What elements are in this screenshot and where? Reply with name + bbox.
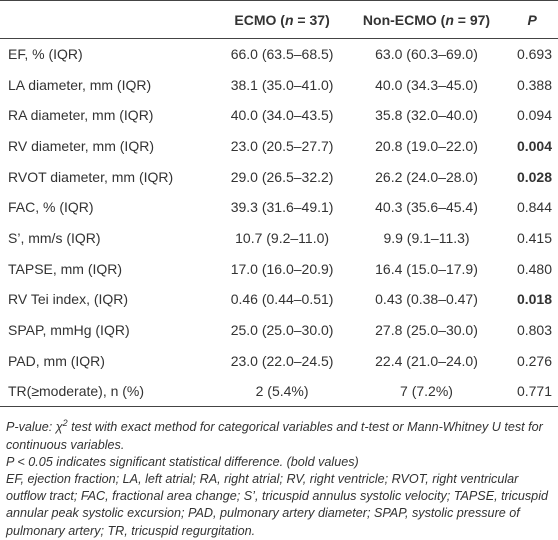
table-cell: LA diameter, mm (IQR)	[8, 76, 152, 93]
table-row: TAPSE, mm (IQR) 17.0 (16.0–20.9) 16.4 (15.…	[0, 253, 558, 284]
header-text: P	[527, 11, 537, 28]
table-cell: 23.0 (22.0–24.5)	[230, 352, 334, 369]
table-cell: 35.8 (32.0–40.0)	[375, 107, 478, 124]
table-cell: 25.0 (25.0–30.0)	[230, 322, 334, 339]
table-cell: 0.803	[516, 322, 552, 339]
pvalue-note: P-value: χ2 test with exact method for c…	[6, 415, 552, 454]
note-text: P-value: χ	[6, 420, 63, 435]
table-row: FAC, % (IQR) 39.3 (31.6–49.1) 40.3 (35.6–4…	[0, 192, 558, 223]
table-cell: 7 (7.2%)	[400, 383, 453, 400]
table-row: RV Tei index, (IQR) 0.46 (0.44–0.51) 0.43 …	[0, 284, 558, 315]
table-cell: 17.0 (16.0–20.9)	[230, 260, 334, 277]
header-cell: ECMO (n = 37)	[218, 1, 347, 39]
header-text: Non-ECMO (	[362, 11, 446, 28]
table-cell: 0.094	[516, 107, 552, 124]
header-text: n	[284, 11, 294, 28]
table-row: TR(≥moderate), n (%) 2 (5.4%) 7 (7.2%) 0.77…	[0, 376, 558, 407]
table-row: RVOT diameter, mm (IQR) 29.0 (26.5–32.2) 2…	[0, 161, 558, 192]
header-row: ECMO (n = 37) Non-ECMO (n = 97) P	[0, 0, 558, 39]
table-cell: EF, % (IQR)	[8, 46, 83, 63]
table-row: LA diameter, mm (IQR) 38.1 (35.0–41.0) 40.…	[0, 69, 558, 100]
footnotes: P-value: χ2 test with exact method for c…	[0, 407, 558, 540]
table-cell: 0.388	[516, 76, 552, 93]
table-cell: TR(≥moderate), n (%)	[8, 383, 145, 400]
table-cell: PAD, mm (IQR)	[8, 352, 105, 369]
table-cell: 0.46 (0.44–0.51)	[230, 291, 334, 308]
data-table: ECMO (n = 37) Non-ECMO (n = 97) P EF, % (I…	[0, 0, 558, 407]
table-row: S’, mm/s (IQR) 10.7 (9.2–11.0) 9.9 (9.1–11…	[0, 223, 558, 254]
header-text: ECMO (	[234, 11, 285, 28]
table-cell: 20.8 (19.0–22.0)	[375, 137, 478, 154]
abbreviations-note: EF, ejection fraction; LA, left atrial; …	[6, 472, 548, 538]
table-cell: RA diameter, mm (IQR)	[8, 107, 154, 124]
table-cell: 0.004	[516, 137, 552, 154]
table-cell: 0.415	[516, 229, 552, 246]
table-row: EF, % (IQR) 66.0 (63.5–68.5) 63.0 (60.3–69…	[0, 39, 558, 70]
header-text: n	[445, 11, 454, 28]
table-cell: FAC, % (IQR)	[8, 199, 94, 216]
table-cell: 0.771	[516, 383, 552, 400]
table-cell: S’, mm/s (IQR)	[8, 229, 101, 246]
note-text: test with exact method for categorical v…	[6, 420, 543, 452]
table-cell: TAPSE, mm (IQR)	[8, 260, 123, 277]
table-cell: RV diameter, mm (IQR)	[8, 137, 154, 154]
table-cell: 27.8 (25.0–30.0)	[375, 322, 478, 339]
table-cell: 23.0 (20.5–27.7)	[230, 137, 334, 154]
table-cell: 66.0 (63.5–68.5)	[230, 46, 334, 63]
table-cell: 40.3 (35.6–45.4)	[375, 199, 478, 216]
table-row: RA diameter, mm (IQR) 40.0 (34.0–43.5) 35.…	[0, 100, 558, 131]
table-cell: 22.4 (21.0–24.0)	[375, 352, 478, 369]
header-cell	[0, 1, 218, 39]
note-sup: 2	[62, 418, 68, 429]
table-cell: 9.9 (9.1–11.3)	[383, 229, 470, 246]
significance-note: P < 0.05 indicates significant statistic…	[6, 454, 359, 469]
table-cell: 0.43 (0.38–0.47)	[375, 291, 478, 308]
table-cell: 2 (5.4%)	[255, 383, 309, 400]
table-row: SPAP, mmHg (IQR) 25.0 (25.0–30.0) 27.8 (25…	[0, 315, 558, 346]
table-body: EF, % (IQR) 66.0 (63.5–68.5) 63.0 (60.3–69…	[0, 39, 558, 407]
header-cell: P	[506, 1, 558, 39]
header-text: = 97)	[453, 11, 491, 28]
table-cell: 38.1 (35.0–41.0)	[230, 76, 334, 93]
table-cell: 0.844	[516, 199, 552, 216]
table-cell: 0.018	[516, 291, 552, 308]
table-cell: 10.7 (9.2–11.0)	[235, 229, 330, 246]
table-cell: 40.0 (34.3–45.0)	[375, 76, 478, 93]
table-cell: 26.2 (24.0–28.0)	[375, 168, 478, 185]
header-text: = 37)	[293, 11, 330, 28]
table-cell: RVOT diameter, mm (IQR)	[8, 168, 174, 185]
table-cell: 0.693	[516, 46, 552, 63]
header-cell: Non-ECMO (n = 97)	[347, 1, 507, 39]
table-cell: 63.0 (60.3–69.0)	[375, 46, 478, 63]
table-row: RV diameter, mm (IQR) 23.0 (20.5–27.7) 20.…	[0, 131, 558, 162]
table-cell: SPAP, mmHg (IQR)	[8, 322, 130, 339]
table-cell: 29.0 (26.5–32.2)	[230, 168, 334, 185]
table-cell: 0.028	[516, 168, 552, 185]
table-cell: 16.4 (15.0–17.9)	[375, 260, 478, 277]
table-cell: 0.480	[516, 260, 552, 277]
table-cell: 39.3 (31.6–49.1)	[230, 199, 334, 216]
table-row: PAD, mm (IQR) 23.0 (22.0–24.5) 22.4 (21.0–…	[0, 345, 558, 376]
table-cell: 40.0 (34.0–43.5)	[230, 107, 334, 124]
table-cell: 0.276	[516, 352, 552, 369]
table-cell: RV Tei index, (IQR)	[8, 291, 129, 308]
